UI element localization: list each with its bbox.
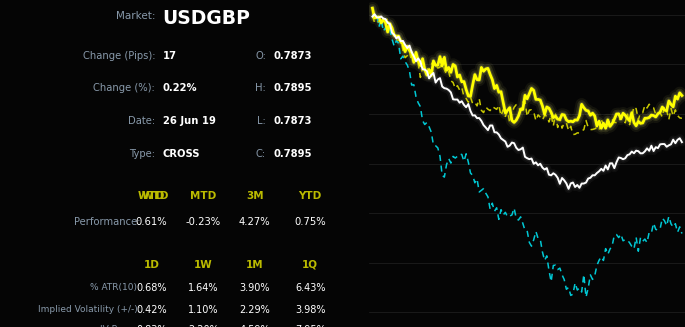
Text: 17: 17	[162, 51, 177, 61]
Text: 3M: 3M	[246, 191, 264, 201]
Text: 0.75%: 0.75%	[295, 217, 326, 228]
Text: WTD: WTD	[141, 191, 169, 201]
Text: 0.83%: 0.83%	[136, 325, 166, 327]
Text: 1Q: 1Q	[302, 260, 319, 270]
Text: Change (%):: Change (%):	[93, 83, 155, 94]
Text: Date:: Date:	[128, 116, 155, 126]
Text: 0.42%: 0.42%	[136, 305, 166, 315]
Text: 1.10%: 1.10%	[188, 305, 219, 315]
Text: Implied Volatility (+/-):: Implied Volatility (+/-):	[38, 305, 140, 314]
Text: 2.20%: 2.20%	[188, 325, 219, 327]
Text: YTD: YTD	[299, 191, 322, 201]
Text: C:: C:	[256, 149, 266, 159]
Text: 26 Jun 19: 26 Jun 19	[162, 116, 215, 126]
Text: 1.64%: 1.64%	[188, 283, 219, 293]
Text: 3.98%: 3.98%	[295, 305, 325, 315]
Text: 6.43%: 6.43%	[295, 283, 325, 293]
Text: 0.7873: 0.7873	[273, 51, 312, 61]
Text: 0.68%: 0.68%	[136, 283, 166, 293]
Text: 0.7895: 0.7895	[273, 83, 312, 94]
Text: Market:: Market:	[116, 11, 155, 22]
Text: 1D: 1D	[143, 260, 160, 270]
Text: 3.90%: 3.90%	[240, 283, 270, 293]
Text: 2.29%: 2.29%	[240, 305, 270, 315]
Text: 4.59%: 4.59%	[240, 325, 270, 327]
Text: 4.27%: 4.27%	[239, 217, 271, 228]
Text: O:: O:	[255, 51, 266, 61]
Text: % ATR(10):: % ATR(10):	[90, 283, 140, 292]
Text: 0.22%: 0.22%	[162, 83, 197, 94]
Text: Performance:: Performance:	[74, 217, 140, 228]
Text: IV Range: IV Range	[100, 325, 140, 327]
Text: 0.7873: 0.7873	[273, 116, 312, 126]
Text: 0.61%: 0.61%	[136, 217, 167, 228]
Text: MTD: MTD	[190, 191, 216, 201]
Text: L:: L:	[257, 116, 266, 126]
Text: 0.7895: 0.7895	[273, 149, 312, 159]
Text: 1M: 1M	[246, 260, 264, 270]
Text: H:: H:	[256, 83, 266, 94]
Text: 1W: 1W	[194, 260, 212, 270]
Text: Change (Pips):: Change (Pips):	[83, 51, 155, 61]
Text: 7.95%: 7.95%	[295, 325, 325, 327]
Text: Type:: Type:	[129, 149, 155, 159]
Text: USDGBP: USDGBP	[162, 9, 251, 28]
Text: -0.23%: -0.23%	[186, 217, 221, 228]
Text: CROSS: CROSS	[162, 149, 200, 159]
Text: WTD: WTD	[138, 191, 165, 201]
